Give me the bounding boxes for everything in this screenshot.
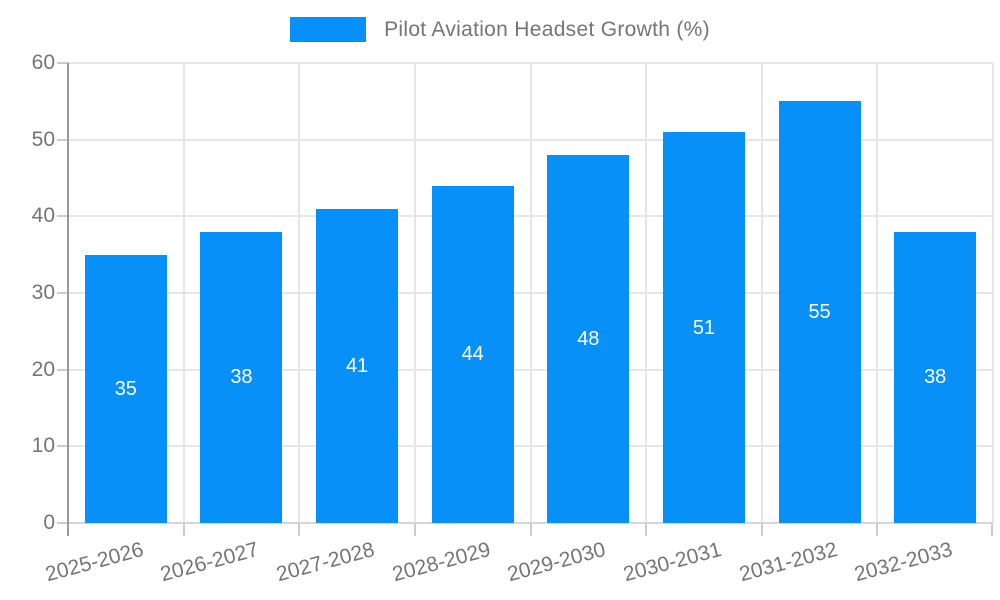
y-tick bbox=[57, 138, 68, 141]
x-tick bbox=[991, 523, 993, 536]
y-axis-tick-label: 60 bbox=[31, 51, 55, 74]
bar-value-label: 41 bbox=[345, 354, 369, 377]
bar-value-label: 44 bbox=[461, 343, 484, 366]
x-axis-category-label: 2030-2031 bbox=[620, 538, 724, 587]
y-axis-tick-label: 40 bbox=[31, 204, 55, 228]
y-tick bbox=[57, 292, 68, 294]
gridline-v bbox=[992, 63, 994, 523]
x-axis-category-label: 2028-2029 bbox=[389, 538, 493, 587]
x-axis-category-label: 2029-2030 bbox=[505, 538, 609, 587]
x-axis-category-label: 2031-2032 bbox=[736, 538, 840, 587]
x-axis-line bbox=[68, 522, 993, 524]
y-axis-tick-label: 50 bbox=[31, 127, 55, 151]
bar bbox=[662, 132, 745, 523]
y-tick bbox=[57, 215, 68, 218]
y-tick bbox=[57, 445, 68, 448]
x-axis-category-label: 2032-2033 bbox=[852, 538, 956, 587]
legend: Pilot Aviation Headset Growth (%) bbox=[0, 17, 1000, 42]
x-tick bbox=[645, 523, 648, 536]
x-tick bbox=[529, 523, 532, 536]
x-axis-category-label: 2026-2027 bbox=[158, 538, 262, 587]
legend-title: Pilot Aviation Headset Growth (%) bbox=[384, 17, 710, 41]
gridline-v bbox=[645, 63, 648, 523]
bar bbox=[778, 101, 861, 523]
bar-value-label: 35 bbox=[114, 377, 137, 400]
bar bbox=[84, 254, 167, 523]
y-tick bbox=[57, 62, 68, 64]
x-tick bbox=[760, 523, 763, 536]
legend-swatch bbox=[290, 17, 367, 42]
bar bbox=[894, 231, 977, 523]
x-tick bbox=[876, 523, 879, 536]
x-tick bbox=[413, 523, 416, 536]
gridline-v bbox=[298, 63, 301, 523]
x-tick bbox=[298, 523, 301, 536]
bar-value-label: 38 bbox=[924, 366, 947, 389]
gridline-v bbox=[760, 63, 763, 523]
bar-value-label: 48 bbox=[577, 328, 600, 350]
y-axis-tick-label: 0 bbox=[43, 511, 55, 534]
x-tick bbox=[182, 523, 185, 536]
bar bbox=[200, 231, 283, 523]
bar-value-label: 51 bbox=[692, 316, 716, 339]
bar-value-label: 38 bbox=[230, 366, 253, 389]
y-axis-tick-label: 30 bbox=[31, 281, 55, 304]
y-axis-tick-label: 20 bbox=[31, 357, 55, 381]
gridline-v bbox=[413, 63, 416, 523]
x-axis-category-label: 2027-2028 bbox=[274, 538, 378, 587]
plot-area: 35 38 41 44 48 51 55 38 bbox=[57, 62, 994, 536]
y-tick bbox=[57, 522, 68, 524]
bar bbox=[431, 185, 514, 523]
bar bbox=[316, 208, 399, 523]
bar bbox=[547, 155, 630, 523]
x-axis-category-label: 2025-2026 bbox=[42, 538, 146, 587]
y-axis-line bbox=[67, 63, 69, 536]
gridline-v bbox=[529, 63, 532, 523]
gridline-v bbox=[182, 63, 185, 523]
y-tick bbox=[57, 368, 68, 371]
y-axis-tick-label: 10 bbox=[31, 434, 55, 458]
bar-value-label: 55 bbox=[808, 301, 831, 324]
gridline-v bbox=[876, 63, 879, 523]
